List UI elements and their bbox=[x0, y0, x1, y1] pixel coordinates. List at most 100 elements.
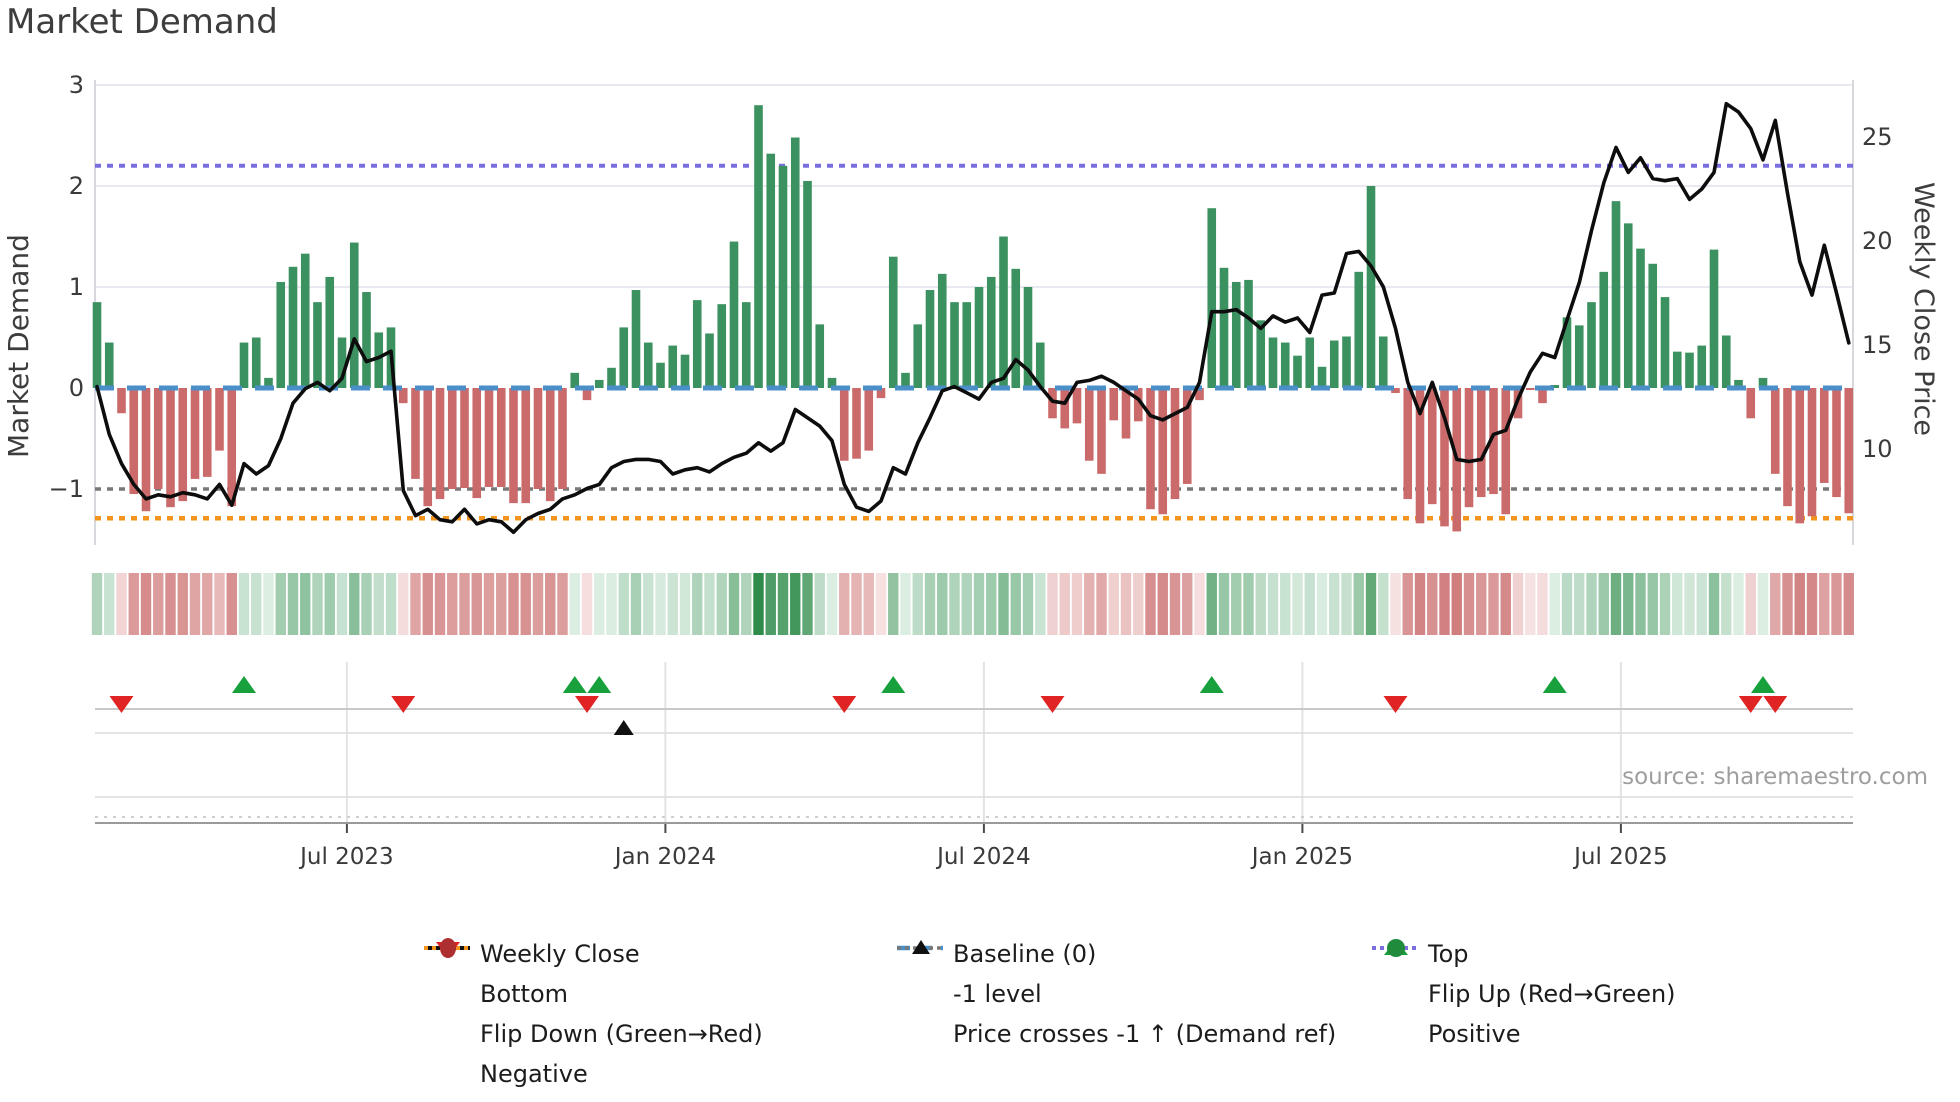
demand-bar bbox=[656, 362, 665, 388]
heatmap-cell bbox=[104, 573, 115, 635]
heatmap-cell bbox=[263, 573, 274, 635]
heatmap-cell bbox=[581, 573, 593, 635]
legend-label: Weekly Close bbox=[480, 940, 640, 968]
demand-bar bbox=[1158, 388, 1168, 515]
heatmap-cell bbox=[998, 573, 1009, 635]
demand-bar bbox=[460, 388, 469, 488]
heatmap-cell bbox=[1267, 573, 1279, 635]
right-axis-label: Weekly Close Price bbox=[1908, 182, 1939, 437]
demand-bar bbox=[166, 388, 175, 508]
left-tick-label: −1 bbox=[48, 475, 84, 503]
demand-bar bbox=[1660, 297, 1670, 388]
circle-green-marker bbox=[1368, 939, 1428, 1048]
demand-bar bbox=[215, 388, 224, 451]
heatmap-cell bbox=[177, 573, 188, 635]
heatmap-cell bbox=[1390, 573, 1401, 635]
demand-bar bbox=[1746, 388, 1756, 419]
demand-bar bbox=[815, 324, 825, 388]
demand-bar bbox=[558, 388, 567, 489]
flip-down-marker bbox=[832, 696, 857, 713]
demand-bar bbox=[1501, 388, 1511, 515]
demand-bar bbox=[1538, 388, 1547, 404]
flip-up-marker bbox=[1542, 676, 1567, 693]
demand-bar bbox=[92, 302, 102, 388]
heatmap-cell bbox=[361, 573, 372, 635]
flip-up-marker bbox=[232, 676, 256, 693]
demand-bar bbox=[1599, 271, 1609, 388]
heatmap-cell bbox=[398, 573, 409, 635]
heatmap-cell bbox=[1108, 573, 1119, 635]
demand-bar bbox=[570, 372, 580, 388]
flip-up-marker bbox=[587, 676, 612, 693]
heatmap-cell bbox=[1647, 573, 1658, 635]
heatmap-cell bbox=[1035, 573, 1046, 635]
heatmap-cell bbox=[802, 573, 813, 635]
demand-bar bbox=[1819, 388, 1829, 483]
legend-label: Baseline (0) bbox=[953, 940, 1097, 968]
heatmap-cell bbox=[1194, 573, 1205, 635]
demand-bar bbox=[1366, 186, 1376, 388]
heatmap-cell bbox=[1586, 573, 1597, 635]
demand-bar bbox=[374, 332, 384, 388]
heatmap-cell bbox=[1341, 573, 1352, 635]
heatmap-cell bbox=[1623, 573, 1634, 635]
source-credit: source: sharemaestro.com bbox=[1622, 764, 1928, 790]
circle-green-icon bbox=[1387, 939, 1405, 957]
demand-bar bbox=[227, 388, 237, 507]
right-tick-label: 10 bbox=[1862, 435, 1893, 463]
flip-down-marker bbox=[1763, 696, 1788, 713]
heatmap-cell bbox=[1488, 573, 1499, 635]
demand-bar bbox=[1709, 249, 1719, 388]
demand-bar bbox=[423, 388, 433, 507]
heatmap-cell bbox=[165, 573, 176, 635]
heatmap-cell bbox=[238, 573, 250, 635]
left-tick-label: 0 bbox=[68, 374, 84, 402]
heatmap-cell bbox=[1684, 573, 1695, 635]
heatmap-cell bbox=[741, 573, 752, 635]
heatmap-cell bbox=[826, 573, 838, 635]
heatmap-cell bbox=[312, 573, 323, 635]
demand-bar bbox=[1427, 388, 1437, 505]
demand-bar bbox=[705, 333, 714, 388]
heatmap-cell bbox=[606, 573, 617, 635]
demand-bar bbox=[1636, 248, 1645, 388]
x-tick-label: Jul 2023 bbox=[300, 844, 394, 870]
demand-bar bbox=[239, 342, 249, 388]
demand-bar bbox=[888, 256, 898, 388]
demand-bar bbox=[1574, 325, 1584, 388]
triangle-up-black-icon bbox=[912, 940, 930, 954]
demand-bar bbox=[1783, 388, 1792, 507]
heatmap-cell bbox=[1316, 573, 1328, 635]
demand-bar bbox=[1832, 388, 1841, 498]
demand-bar bbox=[496, 388, 506, 487]
heatmap-cell bbox=[1733, 573, 1744, 635]
heatmap-cell bbox=[1635, 573, 1646, 635]
heatmap-cell bbox=[275, 573, 286, 635]
heatmap-cell bbox=[447, 573, 458, 635]
demand-bar bbox=[1525, 388, 1535, 391]
demand-bar bbox=[1623, 223, 1633, 388]
heatmap-cell bbox=[1574, 573, 1585, 635]
demand-bar bbox=[1391, 388, 1400, 394]
heatmap-cell bbox=[1463, 573, 1475, 635]
demand-bar bbox=[1440, 388, 1449, 527]
x-tick-label: Jan 2024 bbox=[614, 844, 717, 870]
heatmap-cell bbox=[1549, 573, 1560, 635]
demand-bar bbox=[876, 388, 886, 399]
line-dotted-gray-marker bbox=[893, 946, 953, 1008]
flip-up-marker bbox=[881, 676, 906, 693]
demand-bar bbox=[901, 372, 910, 388]
flip-up-marker bbox=[1199, 676, 1224, 693]
heatmap-cell bbox=[1512, 573, 1524, 635]
heatmap-cell bbox=[1451, 573, 1462, 635]
demand-bar bbox=[1489, 388, 1498, 495]
demand-bar bbox=[766, 153, 776, 388]
heatmap-cell bbox=[655, 573, 666, 635]
demand-bar bbox=[264, 377, 273, 388]
heatmap-cell bbox=[202, 573, 213, 635]
demand-bar bbox=[1648, 263, 1658, 388]
heatmap-cell bbox=[863, 573, 874, 635]
demand-bar bbox=[631, 290, 641, 388]
heatmap-cell bbox=[924, 573, 936, 635]
